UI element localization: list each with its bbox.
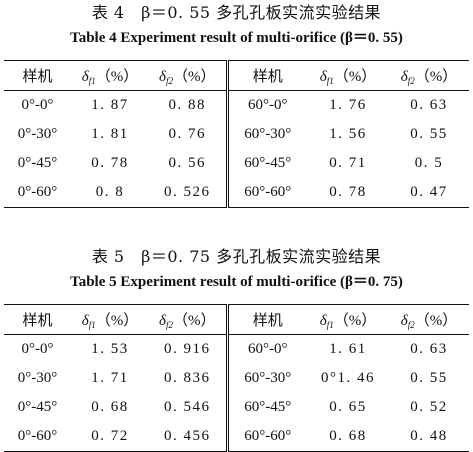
cell: 0. 5 — [414, 155, 444, 171]
cell: 60°-30° — [244, 126, 292, 142]
table-5-header-row: 样机 δf1（%） δf2（%） 样机 δf1（%） δf2（%） — [4, 304, 469, 335]
cell: 0. 65 — [329, 399, 367, 415]
cell: 60°-60° — [244, 184, 292, 200]
header-delta-f2-2: δf2（%） — [400, 69, 458, 86]
header-sample-2: 样机 — [252, 69, 283, 85]
cell: 0. 71 — [329, 155, 367, 171]
header-sample: 样机 — [22, 313, 53, 329]
table-row: 0°-45° 0. 68 0. 546 60°-45° 0. 65 0. 52 — [4, 393, 469, 422]
cell: 60°-45° — [244, 155, 292, 171]
cell: 1. 61 — [329, 341, 367, 357]
cell: 0. 456 — [149, 422, 229, 452]
cell: 0. 55 — [410, 370, 448, 386]
table-4-title-cn: 表 4 β＝0. 55 多孔孔板实流实验结果 — [91, 3, 382, 22]
cell: 1. 56 — [329, 126, 367, 142]
cell: 0°-0° — [21, 97, 54, 113]
table-row: 0°-45° 0. 78 0. 56 60°-45° 0. 71 0. 5 — [4, 149, 469, 178]
table-5: 样机 δf1（%） δf2（%） 样机 δf1（%） δf2（%） 0°-0° … — [4, 304, 469, 452]
table-row: 0°-0° 1. 53 0. 916 60°-0° 1. 61 0. 63 — [4, 334, 469, 364]
table-4: 样机 δf1（%） δf2（%） 样机 δf1（%） δf2（%） 0°-0° … — [4, 60, 469, 208]
table-5-title-en: Table 5 Experiment result of multi-orifi… — [70, 274, 403, 290]
cell: 0. 76 — [149, 120, 229, 149]
cell: 0. 916 — [149, 334, 229, 364]
cell: 1. 71 — [91, 370, 129, 386]
cell: 0. 78 — [91, 155, 129, 171]
cell: 1. 76 — [329, 97, 367, 113]
cell: 0. 68 — [329, 428, 367, 444]
cell: 0°1. 46 — [321, 370, 375, 386]
cell: 0. 8 — [95, 184, 125, 200]
table-5-title-cn: 表 5 β＝0. 75 多孔孔板实流实验结果 — [91, 247, 382, 266]
cell: 1. 81 — [91, 126, 129, 142]
cell: 60°-0° — [248, 341, 288, 357]
header-delta-f2: δf2（%） — [149, 304, 229, 335]
cell: 0°-30° — [17, 370, 58, 386]
cell: 60°-60° — [244, 428, 292, 444]
cell: 0°-60° — [17, 184, 58, 200]
cell: 0. 88 — [149, 90, 229, 120]
cell: 0. 546 — [149, 393, 229, 422]
cell: 60°-30° — [244, 370, 292, 386]
cell: 0°-60° — [17, 428, 58, 444]
cell: 0. 56 — [149, 149, 229, 178]
table-row: 0°-60° 0. 8 0. 526 60°-60° 0. 78 0. 47 — [4, 178, 469, 208]
table-5-caption: 表 5 β＝0. 75 多孔孔板实流实验结果 Table 5 Experimen… — [0, 247, 473, 292]
header-sample: 样机 — [22, 69, 53, 85]
cell: 0. 78 — [329, 184, 367, 200]
table-4-title-en: Table 4 Experiment result of multi-orifi… — [70, 30, 403, 46]
table-row: 0°-60° 0. 72 0. 456 60°-60° 0. 68 0. 48 — [4, 422, 469, 452]
cell: 1. 53 — [91, 341, 129, 357]
cell: 0. 47 — [410, 184, 448, 200]
table-row: 0°-30° 1. 71 0. 836 60°-30° 0°1. 46 0. 5… — [4, 364, 469, 393]
cell: 0. 72 — [91, 428, 129, 444]
cell: 0. 52 — [410, 399, 448, 415]
table-row: 0°-30° 1. 81 0. 76 60°-30° 1. 56 0. 55 — [4, 120, 469, 149]
cell: 0°-45° — [17, 399, 58, 415]
cell: 0. 526 — [149, 178, 229, 208]
header-delta-f1: δf1（%） — [81, 69, 139, 86]
header-sample-2: 样机 — [252, 313, 283, 329]
header-delta-f1: δf1（%） — [81, 313, 139, 330]
header-delta-f2: δf2（%） — [149, 60, 229, 91]
cell: 0. 48 — [410, 428, 448, 444]
cell: 0°-0° — [21, 341, 54, 357]
cell: 0. 68 — [91, 399, 129, 415]
cell: 0°-30° — [17, 126, 58, 142]
cell: 0. 63 — [410, 97, 448, 113]
cell: 0. 55 — [410, 126, 448, 142]
header-delta-f1-2: δf1（%） — [319, 69, 377, 86]
cell: 0. 836 — [149, 364, 229, 393]
header-delta-f2-2: δf2（%） — [400, 313, 458, 330]
table-4-caption: 表 4 β＝0. 55 多孔孔板实流实验结果 Table 4 Experimen… — [0, 3, 473, 48]
cell: 0. 63 — [410, 341, 448, 357]
table-row: 0°-0° 1. 87 0. 88 60°-0° 1. 76 0. 63 — [4, 90, 469, 120]
table-4-header-row: 样机 δf1（%） δf2（%） 样机 δf1（%） δf2（%） — [4, 60, 469, 91]
cell: 60°-45° — [244, 399, 292, 415]
header-delta-f1-2: δf1（%） — [319, 313, 377, 330]
cell: 1. 87 — [91, 97, 129, 113]
cell: 0°-45° — [17, 155, 58, 171]
cell: 60°-0° — [248, 97, 288, 113]
